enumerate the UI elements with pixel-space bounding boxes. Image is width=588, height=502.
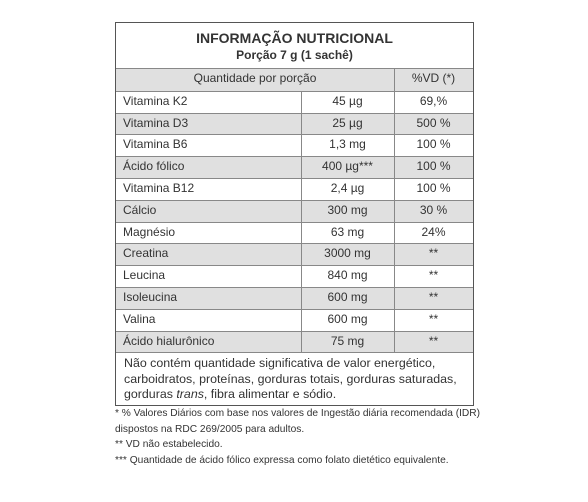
footnote: *** Quantidade de ácido fólico expressa …	[115, 454, 449, 466]
line	[116, 134, 473, 136]
amount: 25 µg	[332, 115, 363, 130]
daily-value: **	[428, 290, 439, 304]
subtitle: Porção 7 g (1 sachê)	[236, 48, 353, 62]
line	[116, 90, 473, 92]
amount: 2,4 µg	[330, 181, 365, 195]
daily-value: 30 %	[419, 202, 448, 217]
nutrient: Vitamina K2	[123, 93, 188, 108]
daily-value: **	[428, 311, 439, 326]
row-bg	[116, 330, 473, 353]
line	[116, 352, 473, 354]
column-header: Quantidade por porção	[193, 71, 317, 85]
amount: 600 mg	[327, 311, 368, 326]
amount: 63 mg	[330, 224, 365, 239]
nutrient: Creatina	[123, 246, 169, 261]
nutrient: Leucina	[123, 268, 166, 283]
amount: 840 mg	[327, 268, 368, 283]
daily-value: 69,%	[419, 93, 448, 108]
line	[116, 156, 473, 158]
nutrient: Vitamina B12	[123, 181, 195, 195]
amount: 400 µg***	[322, 159, 373, 174]
daily-value: 24%	[421, 224, 446, 239]
footnote: ** VD não estabelecido.	[115, 439, 223, 450]
footnote: * % Valores Diários com base nos valores…	[115, 408, 481, 435]
amount: 45 µg	[332, 93, 363, 108]
line	[394, 68, 395, 353]
line	[116, 178, 473, 179]
row-bg	[116, 112, 473, 135]
line	[116, 330, 473, 332]
line	[116, 199, 473, 201]
daily-value: 500 %	[416, 115, 451, 130]
column-header: %VD (*)	[411, 71, 456, 85]
line	[116, 287, 473, 288]
nutrient: Cálcio	[123, 202, 157, 217]
amount: 3000 mg	[324, 246, 371, 261]
amount: 75 mg	[330, 333, 365, 348]
note-text: , fibra alimentar e sódio.	[203, 387, 337, 402]
amount: 300 mg	[327, 202, 368, 217]
daily-value: 100 %	[416, 137, 451, 152]
row-bg	[116, 243, 473, 266]
row-bg	[116, 156, 473, 178]
line	[116, 68, 473, 69]
daily-value: 100 %	[416, 181, 451, 195]
line	[116, 308, 473, 310]
footnotes: * % Valores Diários com base nos valores…	[115, 406, 485, 468]
nutrient: Valina	[123, 311, 156, 326]
nutrient: Vitamina D3	[123, 115, 189, 130]
line	[116, 221, 473, 223]
nutrient: Magnésio	[123, 224, 176, 239]
line	[301, 90, 302, 353]
nutrition-table: INFORMAÇÃO NUTRICIONAL Porção 7 g (1 sac…	[115, 22, 474, 406]
amount: 600 mg	[327, 290, 368, 304]
row-bg	[116, 199, 473, 222]
note-text: Não contém quantidade significativa de v…	[124, 356, 457, 402]
nutrient: Ácido hialurônico	[123, 333, 215, 348]
daily-value: **	[428, 333, 439, 348]
row-bg	[116, 287, 473, 309]
daily-value: **	[428, 246, 439, 261]
line	[116, 243, 473, 245]
nutrient: Isoleucina	[123, 290, 178, 304]
daily-value: 100 %	[416, 159, 451, 174]
note-italic: trans	[176, 387, 204, 402]
title: INFORMAÇÃO NUTRICIONAL	[196, 30, 393, 46]
line	[116, 112, 473, 114]
nutrient: Ácido fólico	[123, 159, 185, 174]
note: Não contém quantidade significativa de v…	[124, 356, 469, 403]
header-bg	[116, 68, 473, 91]
amount: 1,3 mg	[329, 137, 366, 152]
line	[116, 265, 473, 267]
nutrient: Vitamina B6	[123, 137, 188, 152]
daily-value: **	[428, 268, 439, 283]
